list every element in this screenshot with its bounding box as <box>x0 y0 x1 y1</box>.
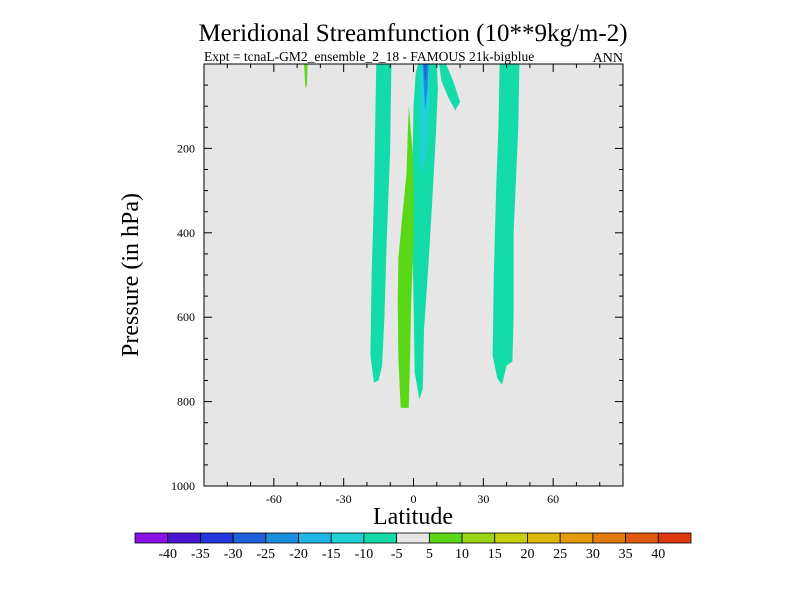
chart-title: Meridional Streamfunction (10**9kg/m-2) <box>198 20 627 47</box>
colorbar-label: -5 <box>391 547 403 562</box>
colorbar-label: -15 <box>322 547 341 562</box>
y-tick-label: 800 <box>177 395 195 409</box>
colorbar <box>134 532 692 544</box>
y-tick-label: 600 <box>177 310 195 324</box>
colorbar-swatch <box>428 532 463 544</box>
colorbar-label: 10 <box>455 547 469 562</box>
colorbar-label: 5 <box>426 547 433 562</box>
y-axis-label: Pressure (in hPa) <box>118 193 144 357</box>
colorbar-swatch <box>461 532 496 544</box>
colorbar-swatch <box>363 532 398 544</box>
colorbar-swatch <box>167 532 201 544</box>
colorbar-swatch <box>559 532 594 544</box>
colorbar-swatch <box>625 532 659 544</box>
colorbar-swatch <box>494 532 528 544</box>
colorbar-label: -20 <box>289 547 308 562</box>
x-tick-label: -60 <box>266 492 282 506</box>
x-tick-label: 0 <box>411 492 417 506</box>
colorbar-swatch <box>657 532 692 544</box>
colorbar-label: 30 <box>586 547 600 562</box>
colorbar-label: 40 <box>651 547 665 562</box>
colorbar-label: -10 <box>355 547 374 562</box>
x-axis-label: Latitude <box>373 504 453 530</box>
colorbar-swatch <box>396 532 430 544</box>
y-tick-labels: 200 400 600 800 1000 <box>171 141 195 493</box>
region-cell-equatorial-teal <box>412 64 438 400</box>
region-cell-equatorial-blue <box>424 64 427 81</box>
y-tick-label: 400 <box>177 226 195 240</box>
chart-subtitle: Expt = tcnaL-GM2_ensemble_2_18 - FAMOUS … <box>204 49 534 64</box>
region-cell-ridge-teal <box>439 64 461 111</box>
colorbar-label: 15 <box>488 547 502 562</box>
region-cell-equatorial-skyblue <box>422 64 429 111</box>
region-cell-northern-teal <box>492 64 520 385</box>
x-tick-label: 30 <box>477 492 489 506</box>
colorbar-swatch <box>298 532 332 544</box>
x-tick-label: 60 <box>547 492 559 506</box>
colorbar-swatch <box>134 532 169 544</box>
region-cell-equatorial-green <box>397 106 414 408</box>
colorbar-swatch <box>527 532 561 544</box>
colorbar-swatch <box>330 532 365 544</box>
season-label: ANN <box>593 51 623 66</box>
colorbar-label: -25 <box>256 547 275 562</box>
axis-ticks <box>204 64 623 486</box>
region-cell-southern-teal <box>370 64 392 383</box>
colorbar-swatch <box>232 532 267 544</box>
x-tick-labels: -60 -30 0 30 60 <box>266 492 559 506</box>
colorbar-swatch <box>200 532 234 544</box>
y-tick-label: 1000 <box>171 479 195 493</box>
contour-regions <box>304 64 520 408</box>
colorbar-label: 20 <box>520 547 534 562</box>
colorbar-label: -40 <box>158 547 177 562</box>
colorbar-label: -35 <box>191 547 210 562</box>
x-tick-label: -30 <box>336 492 352 506</box>
colorbar-swatch <box>265 532 299 544</box>
colorbar-label: 35 <box>619 547 633 562</box>
colorbar-label: -30 <box>224 547 243 562</box>
colorbar-swatch <box>592 532 626 544</box>
region-cell-small-green <box>304 64 308 90</box>
colorbar-labels: -40 -35 -30 -25 -20 -15 -10 -5 5 10 15 20 25 30 35 40 <box>158 547 665 562</box>
colorbar-label: 25 <box>553 547 567 562</box>
y-tick-label: 200 <box>177 141 195 155</box>
